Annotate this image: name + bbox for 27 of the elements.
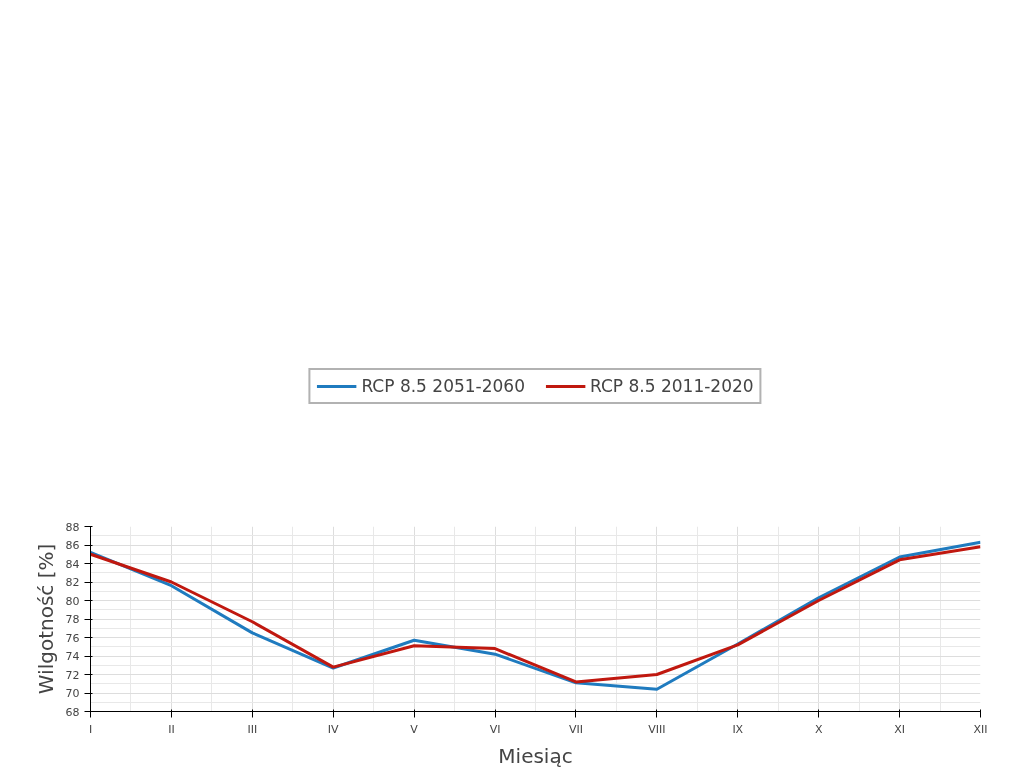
x-tick-label: VII xyxy=(568,722,583,736)
legend-label: RCP 8.5 2011-2020 xyxy=(590,375,754,396)
x-tick-label: IX xyxy=(732,722,744,736)
x-tick-label: I xyxy=(88,722,93,736)
y-tick-label: 80 xyxy=(65,594,80,608)
y-tick-label: 78 xyxy=(65,613,80,626)
y-tick-label: 84 xyxy=(65,557,80,571)
x-tick-label: XI xyxy=(894,722,905,736)
x-tick-label: II xyxy=(168,722,175,736)
y-tick-label: 88 xyxy=(65,520,80,534)
x-tick-label: XII xyxy=(973,722,988,736)
x-tick-label: III xyxy=(247,722,258,736)
y-tick-label: 86 xyxy=(65,539,80,552)
x-tick-label: X xyxy=(814,722,823,736)
x-tick-label: VIII xyxy=(648,722,666,736)
y-tick-label: 74 xyxy=(65,650,80,663)
x-tick-label: IV xyxy=(327,722,340,736)
y-tick-label: 76 xyxy=(65,631,80,645)
legend-label: RCP 8.5 2051-2060 xyxy=(361,375,525,396)
x-axis-title: Miesiąc xyxy=(498,743,573,768)
x-tick-label: VI xyxy=(489,722,501,736)
y-axis-title: Wilgotność [%] xyxy=(33,543,58,695)
x-tick-label: V xyxy=(410,722,419,736)
y-tick-label: 72 xyxy=(65,668,80,682)
y-tick-label: 82 xyxy=(65,576,80,589)
y-tick-label: 68 xyxy=(65,705,80,719)
y-tick-label: 70 xyxy=(65,687,80,700)
